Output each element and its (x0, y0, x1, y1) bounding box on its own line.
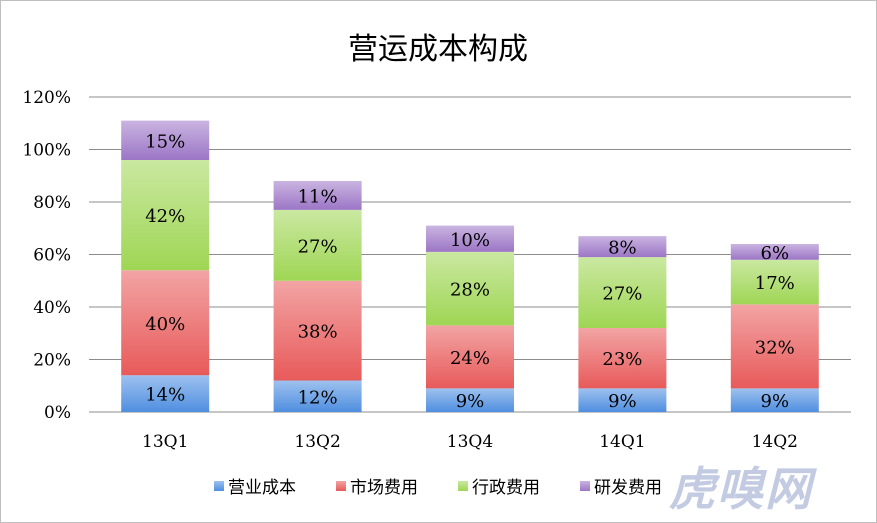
data-label: 8% (608, 238, 637, 259)
data-label: 17% (755, 273, 795, 294)
data-label: 42% (145, 206, 185, 227)
data-label: 14% (145, 385, 185, 406)
bar-segment (578, 236, 667, 258)
data-label: 9% (761, 391, 790, 412)
data-label: 27% (602, 284, 642, 305)
legend-label: 行政费用 (472, 478, 540, 498)
bar-segment (578, 328, 667, 389)
bar-segment (426, 325, 514, 389)
data-label: 9% (608, 391, 637, 412)
data-label: 10% (450, 230, 490, 251)
bar-segment (121, 375, 210, 412)
bar-segment (426, 388, 514, 412)
data-label: 11% (298, 186, 338, 207)
legend-swatch (214, 481, 224, 491)
data-label: 23% (602, 349, 642, 370)
data-label: 24% (450, 348, 490, 369)
bar-segment (273, 181, 362, 210)
y-axis-ticks: 0% 20% 40% 60% 80% 100% 120% (22, 88, 71, 423)
bar-segment (121, 120, 210, 160)
data-label: 32% (755, 337, 795, 358)
bar-segment (730, 388, 819, 412)
bar-segment (273, 380, 362, 412)
legend-swatch (458, 481, 468, 491)
data-label: 38% (298, 322, 338, 343)
data-label: 9% (456, 391, 485, 412)
x-axis-ticks: 13Q1 13Q2 13Q4 14Q1 14Q2 (142, 432, 798, 452)
bar-segment (578, 257, 667, 328)
y-tick-label: 60% (33, 246, 71, 266)
y-tick-label: 0% (44, 403, 71, 423)
legend-swatch (336, 481, 346, 491)
x-tick-label: 13Q2 (294, 432, 340, 452)
bar-segment (273, 209, 362, 281)
data-label: 40% (145, 314, 185, 335)
bar-segment (730, 244, 819, 260)
x-tick-label: 13Q4 (447, 432, 493, 452)
bars: 14% 40% 42% 15% 12% 38% 27% 11% 9% 24% 28% 10% 9% 23%… (121, 120, 819, 412)
bar-segment (121, 270, 210, 376)
legend-label: 营业成本 (228, 478, 296, 498)
x-tick-label: 14Q1 (599, 432, 645, 452)
legend: 营业成本 市场费用 行政费用 研发费用 (214, 478, 662, 498)
data-label: 12% (298, 387, 338, 408)
y-tick-label: 20% (33, 351, 71, 371)
data-label: 6% (761, 243, 790, 264)
x-tick-label: 13Q1 (142, 432, 188, 452)
y-tick-label: 120% (22, 88, 71, 108)
y-tick-label: 40% (33, 298, 71, 318)
bar-segment (730, 259, 819, 305)
bar-segment (730, 304, 819, 389)
bar-segment (426, 251, 514, 326)
y-tick-label: 80% (33, 193, 71, 213)
data-label: 27% (298, 236, 338, 257)
chart-title: 营运成本构成 (348, 32, 528, 67)
legend-label: 研发费用 (594, 478, 662, 498)
data-label: 15% (145, 131, 185, 152)
legend-label: 市场费用 (350, 478, 418, 498)
bar-segment (426, 225, 514, 252)
x-tick-label: 14Q2 (752, 432, 798, 452)
watermark-logo: 虎嗅网 (669, 462, 813, 516)
bar-segment (273, 280, 362, 381)
bar-segment (578, 388, 667, 412)
data-label: 28% (450, 280, 490, 301)
bar-segment (121, 160, 210, 271)
y-tick-label: 100% (22, 141, 71, 161)
legend-swatch (580, 481, 590, 491)
